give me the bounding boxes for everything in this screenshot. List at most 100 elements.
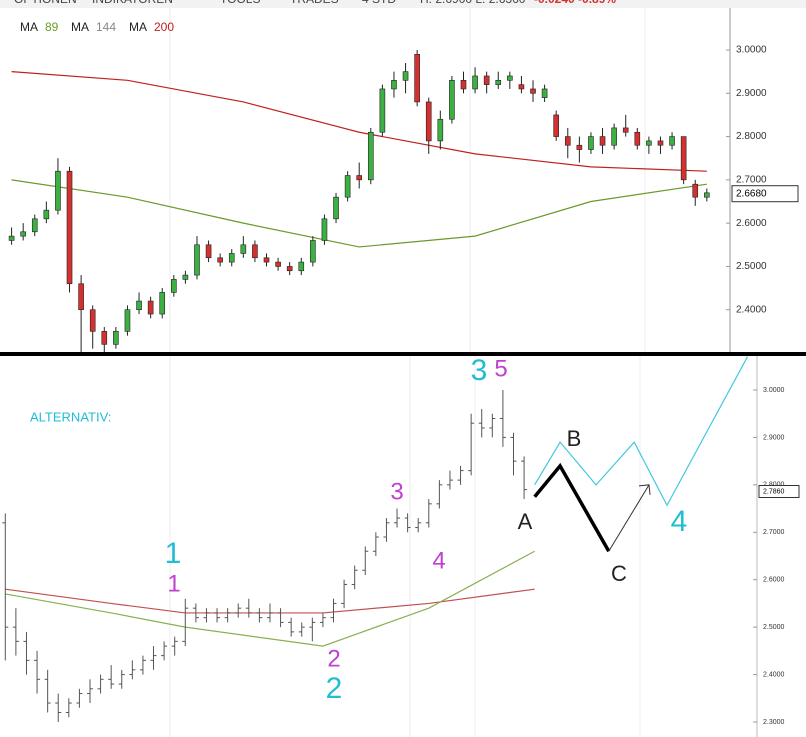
candle-body <box>78 283 84 311</box>
wave-label: 4 <box>432 547 445 574</box>
candle-body <box>171 279 177 293</box>
y-tick-label: 3.0000 <box>763 387 785 394</box>
candle-body <box>472 75 478 90</box>
ma-line <box>11 179 707 248</box>
candle-body <box>228 253 235 263</box>
top-plot <box>8 49 730 352</box>
candle-body <box>217 257 223 263</box>
candle-body <box>182 274 189 280</box>
candle-body <box>588 136 594 150</box>
legend-name: 200 <box>154 20 174 34</box>
wave-line <box>534 356 748 507</box>
y-tick-label: 2.8000 <box>736 131 767 142</box>
wave-label: 1 <box>167 570 180 597</box>
price-label: 2.7860 <box>763 488 785 495</box>
wave-label: 2 <box>326 672 343 705</box>
candle-body <box>680 136 687 181</box>
wave-label: 1 <box>165 537 182 570</box>
wave-label: 4 <box>671 505 688 538</box>
candle-body <box>194 244 200 276</box>
candle-body <box>43 209 50 220</box>
toolbar-item: 4 STD <box>362 0 396 6</box>
price-box <box>758 484 800 498</box>
candle-body <box>20 231 26 237</box>
toolbar-item: TRADES <box>290 0 339 6</box>
candle-body <box>147 300 154 315</box>
legend-label: MA <box>71 20 89 34</box>
candle-body <box>124 309 131 332</box>
y-tick-label: 2.7000 <box>736 174 767 185</box>
wave-label: 5 <box>494 355 507 382</box>
y-tick-label: 2.4000 <box>736 304 767 315</box>
candle-body <box>356 175 363 181</box>
toolbar-item: -0.0240 -0.89% <box>534 0 616 6</box>
candle-body <box>518 84 525 90</box>
wave-label: ALTERNATIV: <box>30 409 111 424</box>
toolbar <box>0 0 806 8</box>
toolbar-item: H: 2.6900 L: 2.6360 <box>420 0 526 6</box>
candle-body <box>286 266 293 272</box>
separator <box>0 352 806 356</box>
candle-body <box>530 88 536 94</box>
candle-body <box>495 80 502 85</box>
y-tick-label: 2.5000 <box>763 624 785 631</box>
y-tick-label: 3.0000 <box>736 45 767 56</box>
candle-body <box>344 175 351 198</box>
wave-line <box>608 484 650 552</box>
candle-body <box>460 80 467 90</box>
candle-body <box>275 261 281 267</box>
candle-body <box>252 244 258 259</box>
candle-body <box>564 136 571 146</box>
candle-body <box>553 114 559 137</box>
candle-body <box>136 300 142 311</box>
ma-line <box>5 588 535 614</box>
candle-body <box>101 331 108 345</box>
y-tick-label: 2.4000 <box>763 671 785 678</box>
candle-body <box>646 140 652 146</box>
candle-body <box>483 75 490 85</box>
candle-body <box>449 80 455 120</box>
arrow-head <box>638 484 651 495</box>
wave-label: 3 <box>471 354 488 387</box>
y-tick-label: 2.6000 <box>736 218 767 229</box>
candle-body <box>367 131 374 181</box>
legend-label: MA <box>129 20 147 34</box>
wave-label: A <box>518 509 533 534</box>
y-tick-label: 2.5000 <box>736 261 767 272</box>
candle-body <box>89 309 96 332</box>
candle-body <box>159 292 166 315</box>
candle-body <box>634 131 641 146</box>
candle-body <box>611 127 617 146</box>
candle-body <box>669 136 675 146</box>
candle-body <box>333 196 339 220</box>
toolbar-item: TOOLS <box>220 0 260 6</box>
y-tick-label: 2.6000 <box>763 577 785 584</box>
wave-label: B <box>567 426 582 451</box>
candle-body <box>379 88 386 133</box>
candle-body <box>263 257 270 263</box>
candle-body <box>310 240 316 263</box>
candle-body <box>113 331 119 345</box>
y-tick-label: 2.7000 <box>763 529 785 536</box>
wave-line <box>533 462 611 553</box>
candle-body <box>205 244 212 259</box>
wave-label: 2 <box>327 645 340 672</box>
wave-label: 3 <box>390 478 403 505</box>
bottom-plot <box>2 356 757 723</box>
candle-body <box>541 88 548 98</box>
ma-line <box>5 550 535 647</box>
legend-label: MA <box>20 20 38 34</box>
price-box <box>731 185 799 203</box>
candle-body <box>622 127 629 133</box>
candle-body <box>437 118 444 142</box>
candle-body <box>402 71 409 81</box>
y-tick-label: 2.9000 <box>763 434 785 441</box>
y-tick-label: 2.3000 <box>763 719 785 726</box>
candle-body <box>704 192 710 198</box>
candle-body <box>321 218 328 241</box>
legend-name: 89 <box>45 20 59 34</box>
price-label: 2.6680 <box>736 188 767 199</box>
candle-body <box>298 261 305 272</box>
y-tick-label: 2.9000 <box>736 88 767 99</box>
